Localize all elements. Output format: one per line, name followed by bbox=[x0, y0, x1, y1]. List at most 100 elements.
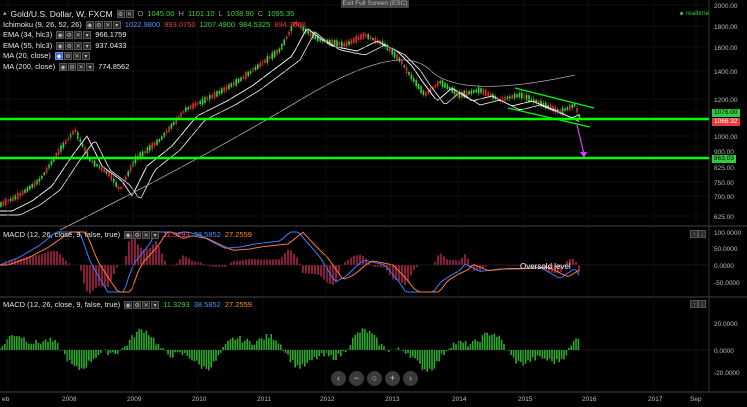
indicator-value: 894.3500 bbox=[274, 19, 306, 29]
price-tag-support-upper: 1076.00 bbox=[712, 109, 740, 117]
time-tick-label: 2010 bbox=[192, 396, 207, 403]
eye-icon[interactable]: ◉ bbox=[85, 20, 94, 29]
price-tag-support-lower: 863.03 bbox=[712, 155, 736, 163]
settings-icon[interactable]: ⚙ bbox=[94, 20, 103, 29]
eye-icon[interactable]: ◉ bbox=[124, 231, 133, 240]
settings-icon[interactable]: ⚙ bbox=[133, 301, 142, 310]
time-tick-label: 2015 bbox=[518, 396, 533, 403]
zoom-out-button[interactable]: − bbox=[349, 371, 364, 386]
exit-fullscreen-button[interactable]: Exit Full Screen (ESC) bbox=[341, 0, 409, 8]
time-tick-label: 2009 bbox=[127, 396, 142, 403]
indicator-ichimoku[interactable]: Ichimoku (9, 26, 52, 26) ◉ ⚙ ✕ ▾ 1022.9800 … bbox=[3, 20, 306, 31]
indicator-label: MA (200, close) bbox=[3, 61, 56, 71]
settings-icon[interactable]: ⚙ bbox=[68, 62, 77, 71]
indicator-ema-55[interactable]: EMA (55, hlc3) ◉ ⚙ ✕ ▾ 937.0433 bbox=[3, 41, 306, 52]
reset-button[interactable]: ○ bbox=[367, 371, 382, 386]
more-icon[interactable]: ▾ bbox=[151, 231, 160, 240]
macd1-label: MACD (12, 26, close, 9, false, true) bbox=[3, 230, 121, 240]
indicator-ema-34[interactable]: EMA (34, hlc3) ◉ ⚙ ✕ ▾ 966.1759 bbox=[3, 30, 306, 41]
more-icon[interactable]: ▾ bbox=[112, 20, 121, 29]
price-tick-label: 1600.00 bbox=[714, 45, 738, 52]
indicator-value: 1022.9800 bbox=[124, 19, 161, 29]
price-tick-label: 1000.00 bbox=[714, 134, 738, 141]
projection-arrow-head bbox=[580, 152, 587, 158]
settings-icon[interactable]: ⚙ bbox=[63, 52, 72, 61]
close-icon[interactable]: ✕ bbox=[142, 301, 151, 310]
macd2-header[interactable]: MACD (12, 26, close, 9, false, true) ◉ ⚙ ✕… bbox=[3, 300, 252, 311]
settings-icon[interactable]: ⚙ bbox=[65, 41, 74, 50]
eye-icon[interactable]: ◉ bbox=[124, 301, 133, 310]
macd2-label: MACD (12, 26, close, 9, false, true) bbox=[3, 300, 121, 310]
low-label: L bbox=[218, 9, 223, 19]
settings-icon[interactable]: ⚙ bbox=[65, 31, 74, 40]
indicator-controls: ◉ ⚙ ✕ ▾ bbox=[124, 301, 160, 310]
indicator-value: 984.5325 bbox=[239, 19, 271, 29]
indicator-ma-200[interactable]: MA (200, close) ◉ ⚙ ✕ ▾ 774.8562 bbox=[3, 62, 306, 73]
symbol-row: ▴ Gold/U.S. Dollar, W, FXCM ⚙ ✕ O 1045.00… bbox=[3, 9, 306, 20]
macd-panel-1 bbox=[0, 231, 709, 294]
macd1-tick-label: 0.0000 bbox=[714, 263, 734, 270]
indicator-ma-20[interactable]: MA (20, close) ◉ ⚙ ✕ ▾ bbox=[3, 51, 306, 62]
close-icon[interactable]: ✕ bbox=[74, 41, 83, 50]
time-tick-label: 2011 bbox=[257, 396, 271, 403]
price-tick-label: 1200.00 bbox=[714, 97, 738, 104]
indicator-controls: ◉ ⚙ ✕ ▾ bbox=[56, 41, 92, 50]
indicator-controls: ◉ ⚙ ✕ ▾ bbox=[54, 52, 90, 61]
time-tick-label: 2012 bbox=[320, 396, 335, 403]
eye-icon[interactable]: ◉ bbox=[59, 62, 68, 71]
close-icon[interactable]: ✕ bbox=[77, 62, 86, 71]
hidden-eye-icon[interactable]: ◉ bbox=[54, 52, 63, 61]
eye-icon[interactable]: ◉ bbox=[56, 41, 65, 50]
oversold-annotation: Oversold level bbox=[520, 262, 571, 271]
pane-controls[interactable]: ↑ ↓ bbox=[690, 230, 706, 238]
indicator-label: MA (20, close) bbox=[3, 51, 51, 61]
price-panel bbox=[0, 19, 581, 231]
macd-line-value: 38.5852 bbox=[193, 230, 221, 240]
indicator-value: 993.0750 bbox=[164, 19, 196, 29]
more-icon[interactable]: ▾ bbox=[86, 62, 95, 71]
eye-icon[interactable]: ◉ bbox=[56, 31, 65, 40]
restore-icon[interactable]: ↓ bbox=[698, 230, 706, 238]
restore-icon[interactable]: ↓ bbox=[698, 300, 706, 308]
settings-icon[interactable]: ⚙ bbox=[133, 231, 142, 240]
macd-line-value: 38.5852 bbox=[193, 300, 221, 310]
symbol-controls: ⚙ ✕ bbox=[116, 10, 134, 19]
close-icon[interactable]: ✕ bbox=[74, 31, 83, 40]
close-icon[interactable]: ✕ bbox=[103, 20, 112, 29]
settings-icon[interactable]: ⚙ bbox=[116, 10, 125, 19]
time-tick-label: eb bbox=[2, 396, 10, 403]
low-value: 1038.90 bbox=[226, 9, 254, 19]
scroll-left-button[interactable]: ‹ bbox=[331, 371, 346, 386]
scroll-right-button[interactable]: › bbox=[403, 371, 418, 386]
macd-signal-value: 27.2559 bbox=[224, 300, 252, 310]
macd1-header[interactable]: MACD (12, 26, close, 9, false, true) ◉ ⚙ ✕… bbox=[3, 230, 252, 241]
price-tick-label: 700.00 bbox=[714, 194, 734, 201]
indicator-controls: ◉ ⚙ ✕ ▾ bbox=[85, 20, 121, 29]
realtime-label: realtime bbox=[686, 10, 710, 17]
macd2-tick-label: -20.0000 bbox=[714, 370, 740, 377]
indicator-label: EMA (55, hlc3) bbox=[3, 40, 53, 50]
high-label: H bbox=[178, 9, 184, 19]
time-tick-label: 2008 bbox=[62, 396, 77, 403]
pane-controls[interactable]: ↑ ↓ bbox=[690, 300, 706, 308]
indicator-value: 774.8562 bbox=[98, 61, 130, 71]
macd1-tick-label: 100.0000 bbox=[714, 230, 741, 237]
maximize-icon[interactable]: ↑ bbox=[690, 230, 698, 238]
zoom-in-button[interactable]: + bbox=[385, 371, 400, 386]
legend: ▴ Gold/U.S. Dollar, W, FXCM ⚙ ✕ O 1045.00… bbox=[3, 9, 306, 72]
time-tick-label: 2013 bbox=[385, 396, 400, 403]
collapse-icon[interactable]: ▴ bbox=[3, 10, 7, 18]
more-icon[interactable]: ▾ bbox=[81, 52, 90, 61]
channel-top-line bbox=[514, 87, 595, 109]
close-icon[interactable]: ✕ bbox=[125, 10, 134, 19]
close-icon[interactable]: ✕ bbox=[72, 52, 81, 61]
indicator-value: 937.0433 bbox=[95, 40, 127, 50]
more-icon[interactable]: ▾ bbox=[151, 301, 160, 310]
more-icon[interactable]: ▾ bbox=[83, 31, 92, 40]
high-value: 1101.10 bbox=[187, 9, 215, 19]
more-icon[interactable]: ▾ bbox=[83, 41, 92, 50]
price-tick-label: 625.00 bbox=[714, 214, 734, 221]
maximize-icon[interactable]: ↑ bbox=[690, 300, 698, 308]
close-icon[interactable]: ✕ bbox=[142, 231, 151, 240]
